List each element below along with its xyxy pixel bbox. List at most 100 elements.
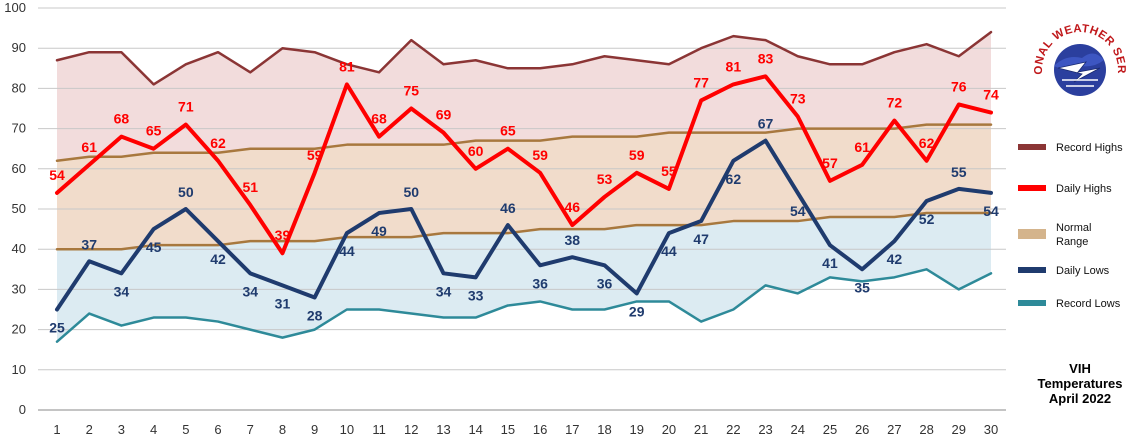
title-line: VIH bbox=[1069, 361, 1091, 376]
daily-high-label: 65 bbox=[500, 123, 516, 139]
x-tick-label: 8 bbox=[279, 422, 286, 437]
daily-high-label: 76 bbox=[951, 78, 967, 94]
daily-low-label: 42 bbox=[210, 251, 226, 267]
x-tick-label: 19 bbox=[629, 422, 643, 437]
daily-low-label: 28 bbox=[307, 307, 323, 323]
legend: Record Highs Daily Highs Normal Range Daily … bbox=[1018, 142, 1123, 310]
daily-high-label: 65 bbox=[146, 123, 162, 139]
legend-swatch bbox=[1018, 267, 1046, 273]
x-tick-label: 9 bbox=[311, 422, 318, 437]
legend-label: Record Highs bbox=[1056, 142, 1123, 154]
daily-high-label: 73 bbox=[790, 91, 806, 107]
x-tick-label: 29 bbox=[952, 422, 966, 437]
daily-high-label: 83 bbox=[758, 50, 774, 66]
daily-low-label: 44 bbox=[661, 243, 677, 259]
daily-low-label: 33 bbox=[468, 287, 484, 303]
daily-low-label: 25 bbox=[49, 320, 65, 336]
daily-high-label: 53 bbox=[597, 171, 613, 187]
daily-low-label: 49 bbox=[371, 223, 387, 239]
daily-low-label: 46 bbox=[500, 200, 516, 216]
daily-high-label: 59 bbox=[629, 147, 645, 163]
nws-logo: NATIONAL WEATHER SERVICE bbox=[1030, 20, 1130, 120]
y-tick-label: 20 bbox=[12, 322, 26, 337]
daily-high-label: 59 bbox=[307, 147, 323, 163]
x-tick-label: 1 bbox=[53, 422, 60, 437]
y-tick-label: 40 bbox=[12, 241, 26, 256]
x-tick-label: 2 bbox=[86, 422, 93, 437]
record-lows-line bbox=[55, 268, 993, 343]
daily-high-label: 75 bbox=[403, 83, 419, 99]
daily-low-label: 45 bbox=[146, 239, 162, 255]
x-tick-label: 18 bbox=[597, 422, 611, 437]
record-low-band bbox=[57, 213, 991, 342]
x-tick-label: 10 bbox=[340, 422, 354, 437]
x-tick-label: 24 bbox=[791, 422, 805, 437]
record-highs-line bbox=[55, 30, 993, 86]
x-tick-label: 15 bbox=[501, 422, 515, 437]
daily-high-label: 81 bbox=[339, 58, 355, 74]
x-tick-label: 12 bbox=[404, 422, 418, 437]
y-tick-label: 70 bbox=[12, 121, 26, 136]
legend-swatch bbox=[1018, 144, 1046, 150]
daily-low-label: 31 bbox=[275, 295, 291, 311]
daily-high-label: 69 bbox=[436, 107, 452, 123]
y-tick-label: 30 bbox=[12, 281, 26, 296]
legend-label: Daily Lows bbox=[1056, 265, 1110, 277]
legend-swatch bbox=[1018, 185, 1046, 191]
fill-bands bbox=[57, 32, 991, 342]
x-tick-label: 22 bbox=[726, 422, 740, 437]
x-tick-label: 17 bbox=[565, 422, 579, 437]
y-tick-label: 10 bbox=[12, 362, 26, 377]
x-tick-label: 4 bbox=[150, 422, 157, 437]
daily-high-label: 71 bbox=[178, 99, 194, 115]
legend-label: Range bbox=[1056, 236, 1088, 248]
daily-low-label: 34 bbox=[436, 283, 452, 299]
daily-low-label: 50 bbox=[178, 184, 194, 200]
daily-low-label: 44 bbox=[339, 243, 355, 259]
daily-low-label: 55 bbox=[951, 164, 967, 180]
x-tick-label: 13 bbox=[436, 422, 450, 437]
x-tick-label: 23 bbox=[758, 422, 772, 437]
daily-low-label: 62 bbox=[726, 171, 742, 187]
normal-low-line bbox=[55, 211, 993, 251]
daily-high-label: 51 bbox=[242, 179, 258, 195]
x-axis-ticks: 1 2 3 4 5 6 7 8 9 10 11 12 13 14 15 16 17 18 19 20 21 22 23 24 2… bbox=[53, 422, 998, 437]
y-tick-label: 50 bbox=[12, 201, 26, 216]
x-tick-label: 7 bbox=[247, 422, 254, 437]
daily-highs-line bbox=[55, 74, 993, 256]
y-axis-ticks: 0 10 20 30 40 50 60 70 80 90 100 bbox=[4, 0, 26, 417]
y-tick-label: 90 bbox=[12, 40, 26, 55]
y-tick-label: 60 bbox=[12, 161, 26, 176]
data-labels: 54 61 68 65 71 62 51 39 59 81 68 75 69 60 65 59 46 53 59 55… bbox=[49, 50, 999, 335]
title-line: April 2022 bbox=[1049, 391, 1111, 406]
daily-high-label: 59 bbox=[532, 147, 548, 163]
daily-low-label: 41 bbox=[822, 255, 838, 271]
daily-high-label: 57 bbox=[822, 155, 838, 171]
x-tick-label: 28 bbox=[919, 422, 933, 437]
legend-swatch bbox=[1018, 229, 1046, 239]
daily-high-label: 55 bbox=[661, 163, 677, 179]
y-tick-label: 80 bbox=[12, 80, 26, 95]
daily-low-label: 36 bbox=[532, 275, 548, 291]
daily-high-label: 68 bbox=[114, 111, 130, 127]
y-tick-label: 100 bbox=[4, 0, 26, 15]
daily-low-label: 67 bbox=[758, 116, 774, 132]
daily-lows-line bbox=[55, 138, 993, 312]
cloud-icon bbox=[1054, 53, 1104, 69]
daily-low-label: 54 bbox=[983, 203, 999, 219]
daily-high-label: 62 bbox=[210, 135, 226, 151]
x-tick-label: 6 bbox=[214, 422, 221, 437]
x-tick-label: 16 bbox=[533, 422, 547, 437]
daily-low-label: 29 bbox=[629, 303, 645, 319]
daily-low-label: 37 bbox=[81, 236, 97, 252]
daily-low-label: 50 bbox=[403, 184, 419, 200]
daily-high-label: 61 bbox=[81, 139, 97, 155]
daily-low-label: 34 bbox=[242, 283, 258, 299]
lightning-bolt-icon bbox=[1057, 61, 1101, 83]
daily-high-label: 39 bbox=[275, 227, 291, 243]
x-tick-label: 21 bbox=[694, 422, 708, 437]
y-tick-label: 0 bbox=[19, 402, 26, 417]
daily-low-label: 54 bbox=[790, 203, 806, 219]
